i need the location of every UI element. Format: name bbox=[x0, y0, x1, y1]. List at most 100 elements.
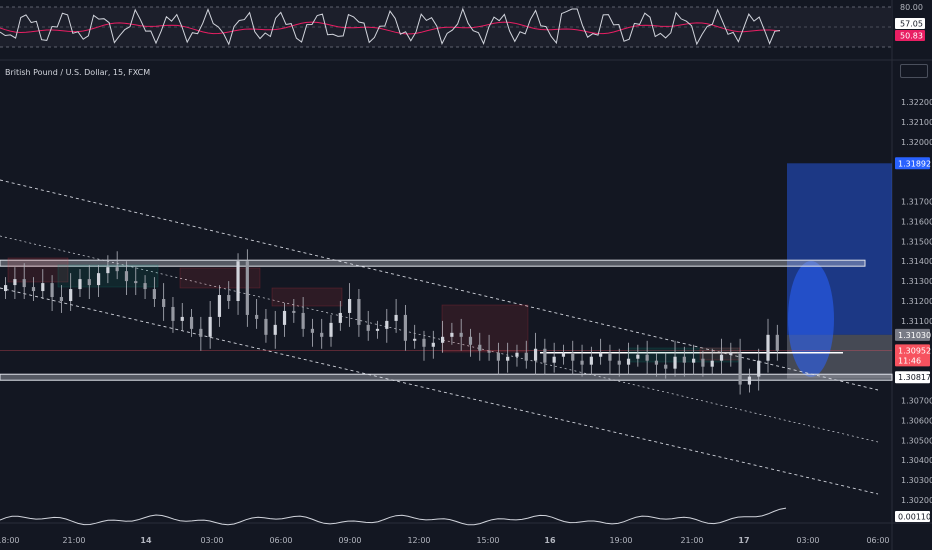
volatility-value: 0.00110 bbox=[898, 513, 931, 522]
candle-body bbox=[348, 299, 352, 313]
highlight-ellipse bbox=[788, 261, 834, 377]
candle-body bbox=[31, 287, 36, 292]
candle-body bbox=[375, 328, 380, 331]
candle-body bbox=[264, 318, 268, 335]
candle-body bbox=[124, 271, 129, 282]
time-tick-label: 06:00 bbox=[269, 536, 292, 545]
price-tick-label: 1.32200 bbox=[901, 98, 932, 107]
candle-body bbox=[41, 283, 45, 292]
time-tick-label: 19:00 bbox=[609, 536, 632, 545]
candle-body bbox=[431, 342, 435, 347]
target-price-badge bbox=[895, 157, 930, 170]
candle-body bbox=[338, 312, 342, 323]
candle-body bbox=[701, 358, 705, 367]
price-tick-label: 1.31100 bbox=[901, 317, 932, 326]
price-tick-label: 1.30500 bbox=[901, 436, 932, 445]
candle-body bbox=[552, 356, 556, 363]
candle-body bbox=[580, 360, 584, 365]
candle-body bbox=[478, 344, 482, 351]
countdown-label: 11:46 bbox=[898, 356, 921, 365]
candle-body bbox=[719, 354, 724, 361]
candle-body bbox=[152, 289, 156, 300]
symbol-title: British Pound / U.S. Dollar, 15, FXCM bbox=[5, 68, 151, 77]
rsi-value-label: 57.05 bbox=[900, 20, 923, 29]
candle-body bbox=[682, 356, 686, 363]
price-tick-label: 1.30300 bbox=[901, 476, 932, 485]
candle-body bbox=[608, 352, 612, 361]
candle-body bbox=[561, 352, 566, 357]
candle-body bbox=[189, 316, 194, 329]
candle-body bbox=[589, 356, 593, 365]
candle-body bbox=[171, 306, 175, 321]
candle-body bbox=[208, 316, 212, 337]
candle-body bbox=[506, 356, 510, 361]
candle-body bbox=[96, 273, 101, 286]
order-block-box bbox=[441, 304, 529, 353]
time-tick-label: 17 bbox=[738, 536, 749, 545]
price-tick-label: 1.30200 bbox=[901, 496, 932, 505]
channel-lower-line bbox=[0, 287, 879, 495]
rsi-ma-label: 50.83 bbox=[900, 32, 923, 41]
candle-body bbox=[413, 338, 417, 341]
time-tick-label: 15:00 bbox=[476, 536, 499, 545]
candle-body bbox=[115, 267, 119, 272]
order-block-box bbox=[271, 287, 343, 307]
last-price-badge bbox=[895, 344, 930, 367]
candle-body bbox=[22, 279, 26, 288]
candle-body bbox=[394, 314, 398, 321]
candle-body bbox=[422, 338, 426, 347]
candle-body bbox=[654, 360, 659, 365]
candle-body bbox=[310, 328, 315, 333]
time-tick-label: 03:00 bbox=[200, 536, 223, 545]
rsi-line bbox=[0, 7, 781, 46]
candle-body bbox=[673, 356, 677, 369]
candle-body bbox=[571, 352, 575, 361]
candle-body bbox=[459, 332, 463, 337]
volatility-line bbox=[0, 507, 787, 526]
candle-body bbox=[403, 314, 407, 341]
support-price-label: 1.30817 bbox=[898, 373, 931, 382]
candle-body bbox=[487, 350, 491, 353]
candle-body bbox=[543, 348, 547, 363]
entry-price-label: 1.31030 bbox=[898, 331, 931, 340]
candle-body bbox=[87, 279, 91, 286]
candle-body bbox=[496, 352, 500, 361]
candle-body bbox=[357, 299, 361, 325]
entry-price-badge bbox=[895, 328, 930, 341]
candle-body bbox=[692, 358, 696, 363]
time-tick-label: 09:00 bbox=[338, 536, 361, 545]
candle-body bbox=[664, 364, 668, 369]
order-block-box bbox=[179, 267, 261, 289]
price-tick-label: 1.32100 bbox=[901, 118, 932, 127]
candle-body bbox=[710, 360, 714, 367]
candle-body bbox=[13, 279, 17, 286]
candle-body bbox=[468, 336, 473, 345]
rsi-ma-badge bbox=[895, 30, 925, 41]
candle-body bbox=[273, 324, 277, 335]
price-tick-label: 1.31600 bbox=[901, 217, 932, 226]
time-tick-label: 12:00 bbox=[407, 536, 430, 545]
rsi-value-badge bbox=[895, 18, 925, 29]
order-block-box bbox=[7, 257, 69, 283]
legend-collapse-button[interactable] bbox=[900, 64, 928, 78]
candle-body bbox=[515, 352, 519, 357]
candle-body bbox=[645, 354, 649, 361]
time-tick-label: 03:00 bbox=[796, 536, 819, 545]
candle-body bbox=[366, 324, 370, 331]
price-tick-label: 1.30400 bbox=[901, 456, 932, 465]
candle-body bbox=[766, 334, 770, 361]
time-tick-label: 18:00 bbox=[0, 536, 20, 545]
candle-body bbox=[599, 352, 603, 357]
candle-body bbox=[320, 332, 324, 337]
price-tick-label: 1.31400 bbox=[901, 257, 932, 266]
time-tick-label: 16 bbox=[544, 536, 556, 545]
candle-body bbox=[236, 261, 240, 301]
channel-upper-line bbox=[0, 179, 879, 391]
candle-body bbox=[617, 360, 621, 365]
candle-body bbox=[636, 354, 640, 359]
price-tick-label: 1.30700 bbox=[901, 397, 932, 406]
time-tick-label: 21:00 bbox=[680, 536, 703, 545]
candle-body bbox=[292, 310, 296, 313]
